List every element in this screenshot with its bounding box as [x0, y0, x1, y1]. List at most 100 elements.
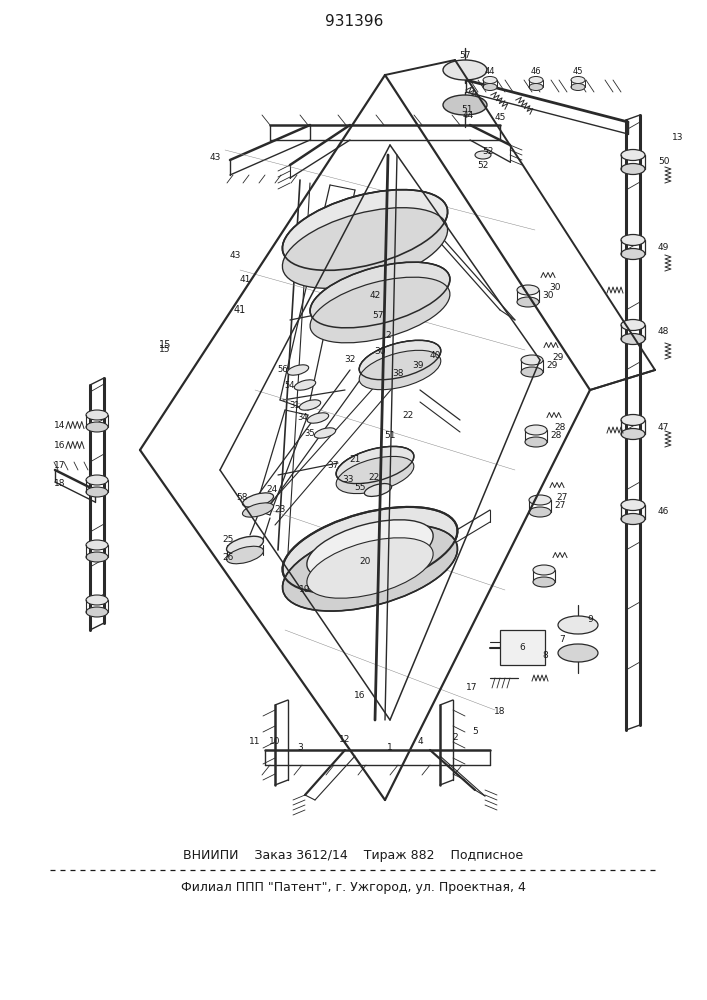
Text: 44: 44: [462, 110, 474, 119]
Ellipse shape: [310, 262, 450, 328]
Ellipse shape: [529, 507, 551, 517]
Ellipse shape: [359, 340, 440, 380]
Ellipse shape: [86, 422, 108, 432]
Ellipse shape: [529, 77, 543, 84]
Text: 51: 51: [461, 105, 473, 114]
Text: 31: 31: [290, 400, 300, 410]
Text: 38: 38: [392, 368, 404, 377]
Text: 2: 2: [452, 734, 458, 742]
Ellipse shape: [533, 565, 555, 575]
Text: 931396: 931396: [325, 14, 383, 29]
Text: 58: 58: [236, 492, 247, 502]
Text: 18: 18: [54, 479, 66, 488]
Text: 15: 15: [159, 340, 171, 350]
Text: ВНИИПИ    Заказ 3612/14    Тираж 882    Подписное: ВНИИПИ Заказ 3612/14 Тираж 882 Подписное: [183, 848, 523, 861]
Ellipse shape: [86, 487, 108, 497]
Text: 40: 40: [429, 351, 440, 360]
Text: 15: 15: [159, 346, 171, 355]
Ellipse shape: [283, 525, 457, 611]
Text: 39: 39: [412, 360, 423, 369]
Ellipse shape: [315, 428, 336, 438]
Text: 45: 45: [494, 113, 506, 122]
Text: 46: 46: [658, 508, 670, 516]
Text: 23: 23: [274, 506, 286, 514]
Text: 13: 13: [672, 133, 684, 142]
Ellipse shape: [621, 334, 645, 344]
Text: 27: 27: [554, 502, 566, 510]
Text: 8: 8: [542, 650, 548, 660]
Ellipse shape: [336, 446, 414, 484]
Text: 46: 46: [531, 68, 542, 77]
Ellipse shape: [243, 493, 274, 507]
Text: 17: 17: [54, 460, 66, 470]
Text: 3: 3: [297, 744, 303, 752]
Text: 12: 12: [339, 736, 351, 744]
Text: 57: 57: [373, 312, 384, 320]
Ellipse shape: [443, 95, 487, 115]
Ellipse shape: [521, 367, 543, 377]
Text: 21: 21: [349, 456, 361, 464]
Text: 29: 29: [552, 354, 563, 362]
Ellipse shape: [226, 546, 264, 564]
Text: 24: 24: [267, 486, 278, 494]
Ellipse shape: [558, 616, 598, 634]
Bar: [500, 630, 545, 665]
Ellipse shape: [529, 84, 543, 91]
Ellipse shape: [621, 428, 645, 440]
Ellipse shape: [336, 456, 414, 494]
Ellipse shape: [364, 484, 392, 496]
Ellipse shape: [571, 84, 585, 91]
Text: 6: 6: [519, 643, 525, 652]
Ellipse shape: [282, 208, 448, 288]
Text: 11: 11: [250, 738, 261, 746]
Ellipse shape: [621, 514, 645, 524]
Text: 30: 30: [542, 292, 554, 300]
Ellipse shape: [226, 536, 264, 554]
Text: 52: 52: [482, 147, 493, 156]
Text: 42: 42: [369, 290, 380, 300]
Text: 22: 22: [368, 473, 380, 482]
Text: 14: 14: [54, 420, 66, 430]
Text: 4: 4: [417, 738, 423, 746]
Text: 2: 2: [385, 330, 391, 340]
Text: 45: 45: [573, 68, 583, 77]
Ellipse shape: [517, 297, 539, 307]
Text: Филиал ППП "Патент", г. Ужгород, ул. Проектная, 4: Филиал ППП "Патент", г. Ужгород, ул. Про…: [180, 882, 525, 894]
Text: 19: 19: [299, 585, 311, 594]
Text: 30: 30: [549, 284, 561, 292]
Text: 27: 27: [556, 493, 568, 502]
Ellipse shape: [558, 644, 598, 662]
Ellipse shape: [443, 60, 487, 80]
Ellipse shape: [621, 248, 645, 259]
Ellipse shape: [525, 437, 547, 447]
Ellipse shape: [243, 503, 274, 517]
Text: 41: 41: [239, 275, 251, 284]
Text: 20: 20: [359, 558, 370, 566]
Ellipse shape: [86, 410, 108, 420]
Text: 52: 52: [477, 160, 489, 169]
Text: 51: 51: [384, 430, 396, 440]
Ellipse shape: [621, 234, 645, 245]
Ellipse shape: [86, 475, 108, 485]
Text: 44: 44: [485, 68, 495, 77]
Text: 5: 5: [472, 728, 478, 736]
Text: 28: 28: [554, 424, 566, 432]
Text: 33: 33: [342, 476, 354, 485]
Ellipse shape: [86, 552, 108, 562]
Text: 55: 55: [354, 484, 366, 492]
Ellipse shape: [529, 495, 551, 505]
Text: 16: 16: [354, 690, 366, 700]
Text: 9: 9: [587, 615, 593, 624]
Text: 56: 56: [278, 365, 288, 374]
Text: 28: 28: [550, 432, 561, 440]
Text: 54: 54: [285, 380, 296, 389]
Ellipse shape: [621, 163, 645, 174]
Text: 57: 57: [460, 50, 471, 60]
Ellipse shape: [299, 400, 321, 410]
Ellipse shape: [283, 507, 457, 593]
Text: 30: 30: [374, 348, 386, 357]
Text: 16: 16: [54, 440, 66, 450]
Text: 41: 41: [234, 305, 246, 315]
Text: 26: 26: [222, 554, 234, 562]
Ellipse shape: [308, 413, 329, 423]
